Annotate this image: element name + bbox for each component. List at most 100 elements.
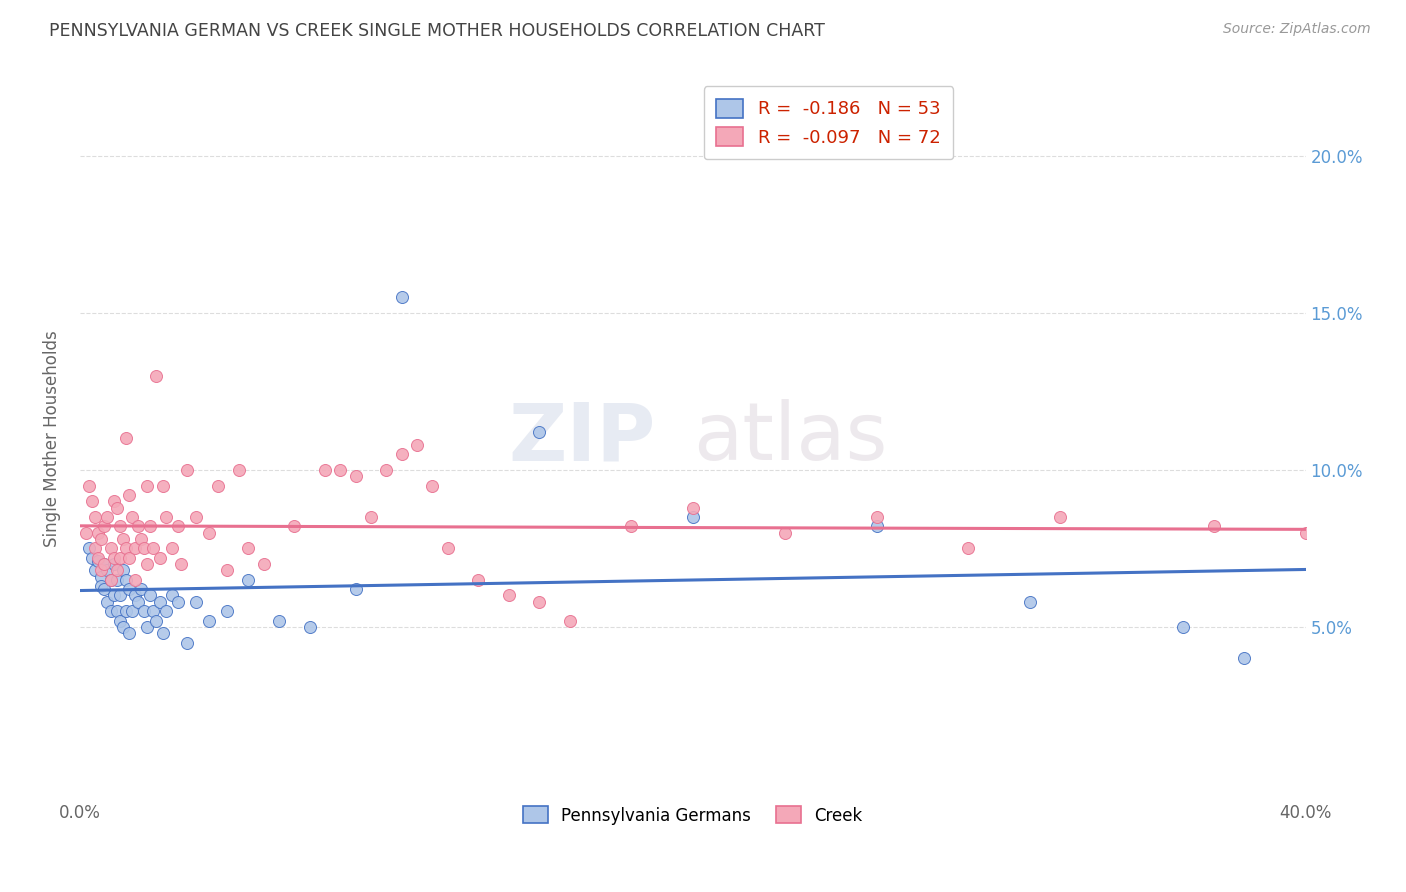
Point <box>391 447 413 461</box>
Point <box>170 557 193 571</box>
Point <box>620 519 643 533</box>
Point <box>186 510 208 524</box>
Text: atlas: atlas <box>693 400 887 477</box>
Point <box>127 595 149 609</box>
Point <box>344 469 367 483</box>
Point <box>498 589 520 603</box>
Point <box>375 463 398 477</box>
Point <box>238 573 260 587</box>
Point <box>360 510 382 524</box>
Point <box>90 579 112 593</box>
Point <box>93 582 115 597</box>
Point <box>124 589 146 603</box>
Text: PENNSYLVANIA GERMAN VS CREEK SINGLE MOTHER HOUSEHOLDS CORRELATION CHART: PENNSYLVANIA GERMAN VS CREEK SINGLE MOTH… <box>49 22 825 40</box>
Point <box>105 563 128 577</box>
Point <box>314 463 336 477</box>
Point <box>129 532 152 546</box>
Point <box>108 519 131 533</box>
Point <box>329 463 352 477</box>
Point <box>139 519 162 533</box>
Point <box>160 589 183 603</box>
Point <box>129 582 152 597</box>
Point <box>186 595 208 609</box>
Point <box>283 519 305 533</box>
Point <box>105 500 128 515</box>
Point <box>121 510 143 524</box>
Point <box>82 494 104 508</box>
Point <box>253 557 276 571</box>
Point <box>1171 620 1194 634</box>
Point <box>197 525 219 540</box>
Point <box>121 604 143 618</box>
Text: Source: ZipAtlas.com: Source: ZipAtlas.com <box>1223 22 1371 37</box>
Point <box>118 582 141 597</box>
Point <box>100 604 122 618</box>
Point <box>108 589 131 603</box>
Point <box>124 541 146 556</box>
Point <box>139 589 162 603</box>
Point <box>155 604 177 618</box>
Point <box>406 438 429 452</box>
Point <box>90 569 112 583</box>
Point <box>558 614 581 628</box>
Point <box>1295 525 1317 540</box>
Point <box>118 550 141 565</box>
Point <box>124 573 146 587</box>
Point <box>82 550 104 565</box>
Point <box>127 519 149 533</box>
Point <box>228 463 250 477</box>
Point <box>87 554 110 568</box>
Point <box>84 510 107 524</box>
Text: ZIP: ZIP <box>509 400 657 477</box>
Point <box>167 595 190 609</box>
Point <box>267 614 290 628</box>
Point <box>136 620 159 634</box>
Point <box>148 550 170 565</box>
Point <box>1049 510 1071 524</box>
Point <box>136 478 159 492</box>
Point <box>344 582 367 597</box>
Point <box>114 573 136 587</box>
Point <box>148 595 170 609</box>
Point <box>103 557 125 571</box>
Point <box>391 290 413 304</box>
Point <box>105 573 128 587</box>
Point <box>155 510 177 524</box>
Point <box>100 573 122 587</box>
Point <box>215 563 238 577</box>
Point <box>773 525 796 540</box>
Point <box>75 525 97 540</box>
Point <box>160 541 183 556</box>
Point <box>1233 651 1256 665</box>
Point <box>114 604 136 618</box>
Point <box>207 478 229 492</box>
Point <box>90 532 112 546</box>
Point <box>865 510 887 524</box>
Point <box>238 541 260 556</box>
Point <box>529 595 551 609</box>
Point <box>96 563 118 577</box>
Point <box>134 541 156 556</box>
Point <box>103 550 125 565</box>
Point <box>436 541 458 556</box>
Point <box>197 614 219 628</box>
Point <box>111 620 134 634</box>
Point <box>118 488 141 502</box>
Point <box>957 541 980 556</box>
Point <box>84 541 107 556</box>
Point <box>96 510 118 524</box>
Point <box>145 368 167 383</box>
Point <box>420 478 443 492</box>
Point <box>167 519 190 533</box>
Point <box>682 510 704 524</box>
Point <box>103 589 125 603</box>
Point <box>96 595 118 609</box>
Point <box>100 573 122 587</box>
Point <box>114 541 136 556</box>
Point <box>176 463 198 477</box>
Point <box>298 620 321 634</box>
Point <box>93 557 115 571</box>
Y-axis label: Single Mother Households: Single Mother Households <box>44 330 60 547</box>
Point <box>176 635 198 649</box>
Point <box>108 614 131 628</box>
